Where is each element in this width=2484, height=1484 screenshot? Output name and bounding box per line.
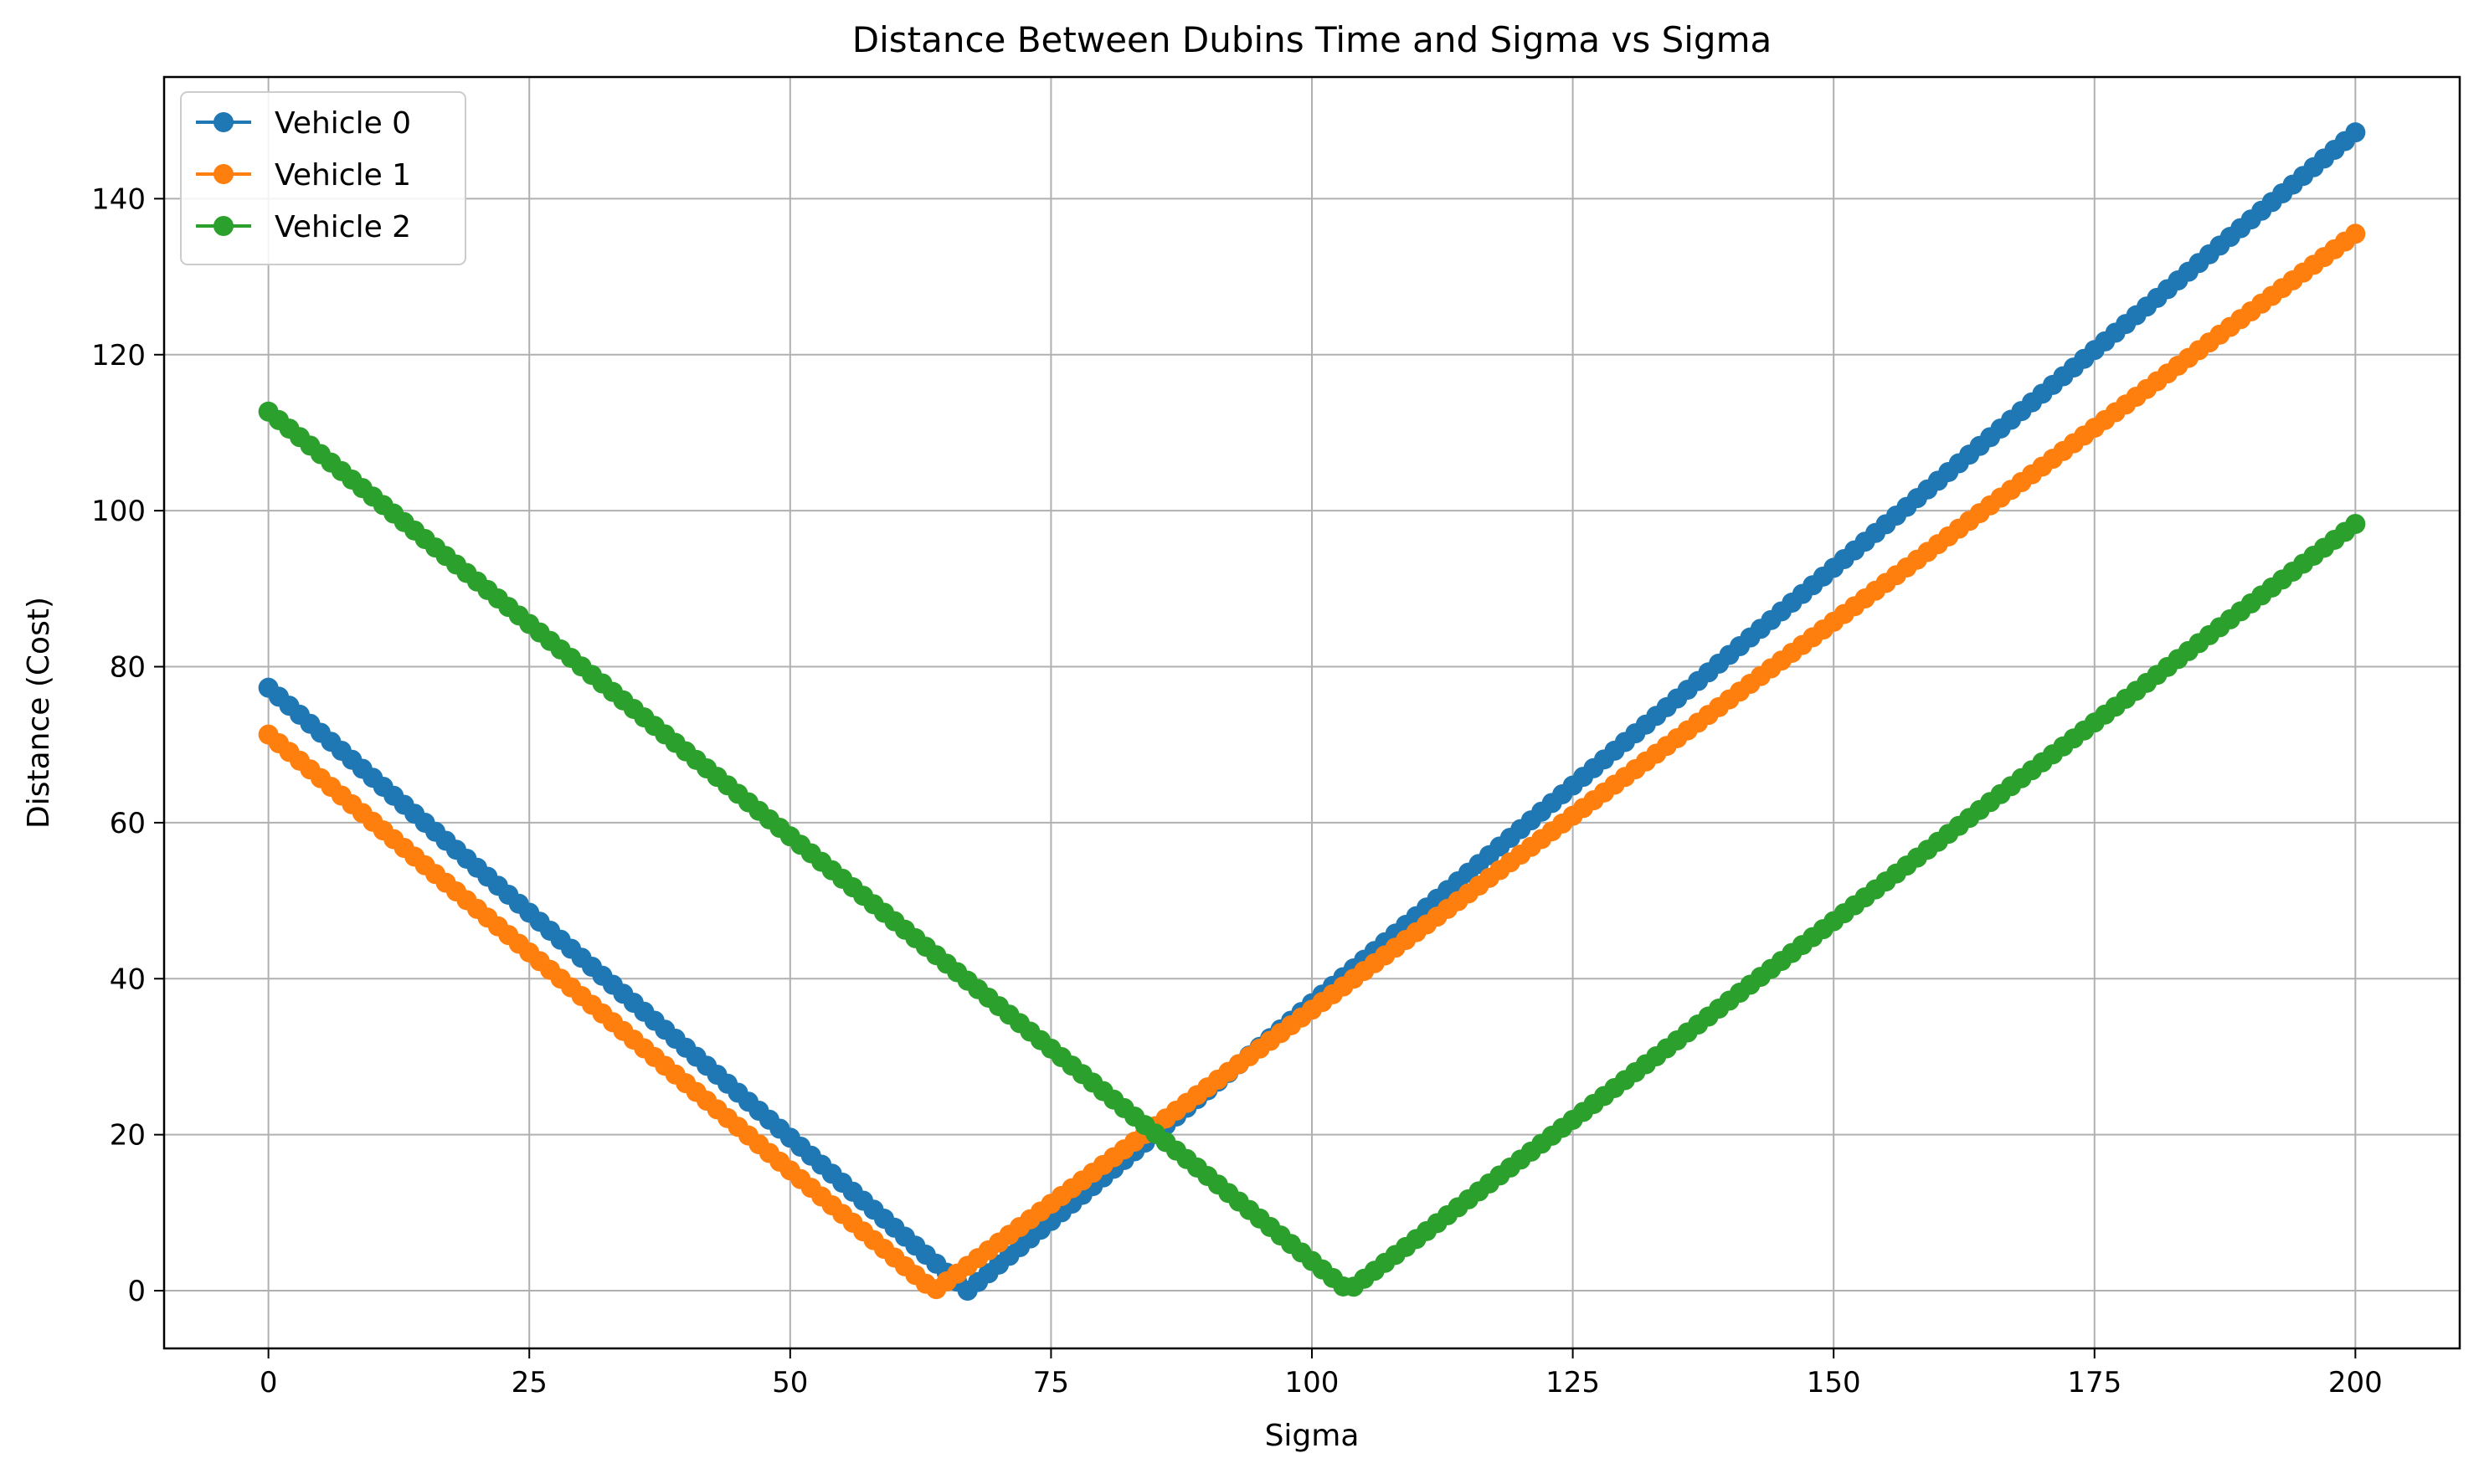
y-axis-label: Distance (Cost)	[22, 597, 56, 829]
ticks: 0 25 50 75 100 125 150 175 200 0 20 40 60 80 100 120 140	[91, 182, 2383, 1399]
legend-label: Vehicle 1	[275, 158, 411, 193]
legend-item: Vehicle 0	[196, 106, 411, 141]
series-layer	[258, 122, 2366, 1302]
series-1	[258, 223, 2366, 1300]
x-tick-label: 100	[1285, 1366, 1340, 1399]
y-tick-label: 100	[91, 495, 146, 528]
x-tick-label: 125	[1545, 1366, 1600, 1399]
chart-title: Distance Between Dubins Time and Sigma v…	[852, 19, 1772, 60]
legend-item: Vehicle 1	[196, 158, 411, 193]
y-tick-label: 40	[110, 963, 146, 996]
legend-box	[180, 91, 466, 265]
legend-label: Vehicle 2	[275, 210, 411, 244]
x-tick-label: 0	[260, 1366, 278, 1399]
grid	[164, 77, 2460, 1348]
x-axis-label: Sigma	[1265, 1419, 1360, 1453]
x-tick-label: 200	[2328, 1366, 2383, 1399]
legend: Vehicle 0 Vehicle 1 Vehicle 2	[180, 91, 466, 265]
x-tick-label: 150	[1807, 1366, 1861, 1399]
y-tick-label: 20	[110, 1119, 146, 1153]
x-tick-label: 175	[2067, 1366, 2121, 1399]
legend-item: Vehicle 2	[196, 210, 411, 244]
legend-marker	[213, 164, 234, 184]
data-point	[2345, 513, 2366, 534]
data-point	[2345, 223, 2366, 244]
y-tick-label: 80	[110, 651, 146, 685]
y-tick-label: 0	[127, 1275, 146, 1308]
x-tick-label: 25	[512, 1366, 548, 1399]
y-tick-label: 60	[110, 807, 146, 840]
y-tick-label: 120	[91, 339, 146, 372]
legend-label: Vehicle 0	[275, 106, 411, 141]
y-tick-label: 140	[91, 182, 146, 216]
series-2	[258, 401, 2366, 1297]
legend-marker	[213, 112, 234, 132]
x-tick-label: 75	[1033, 1366, 1069, 1399]
legend-marker	[213, 216, 234, 236]
x-tick-label: 50	[772, 1366, 808, 1399]
data-point	[2345, 122, 2366, 143]
